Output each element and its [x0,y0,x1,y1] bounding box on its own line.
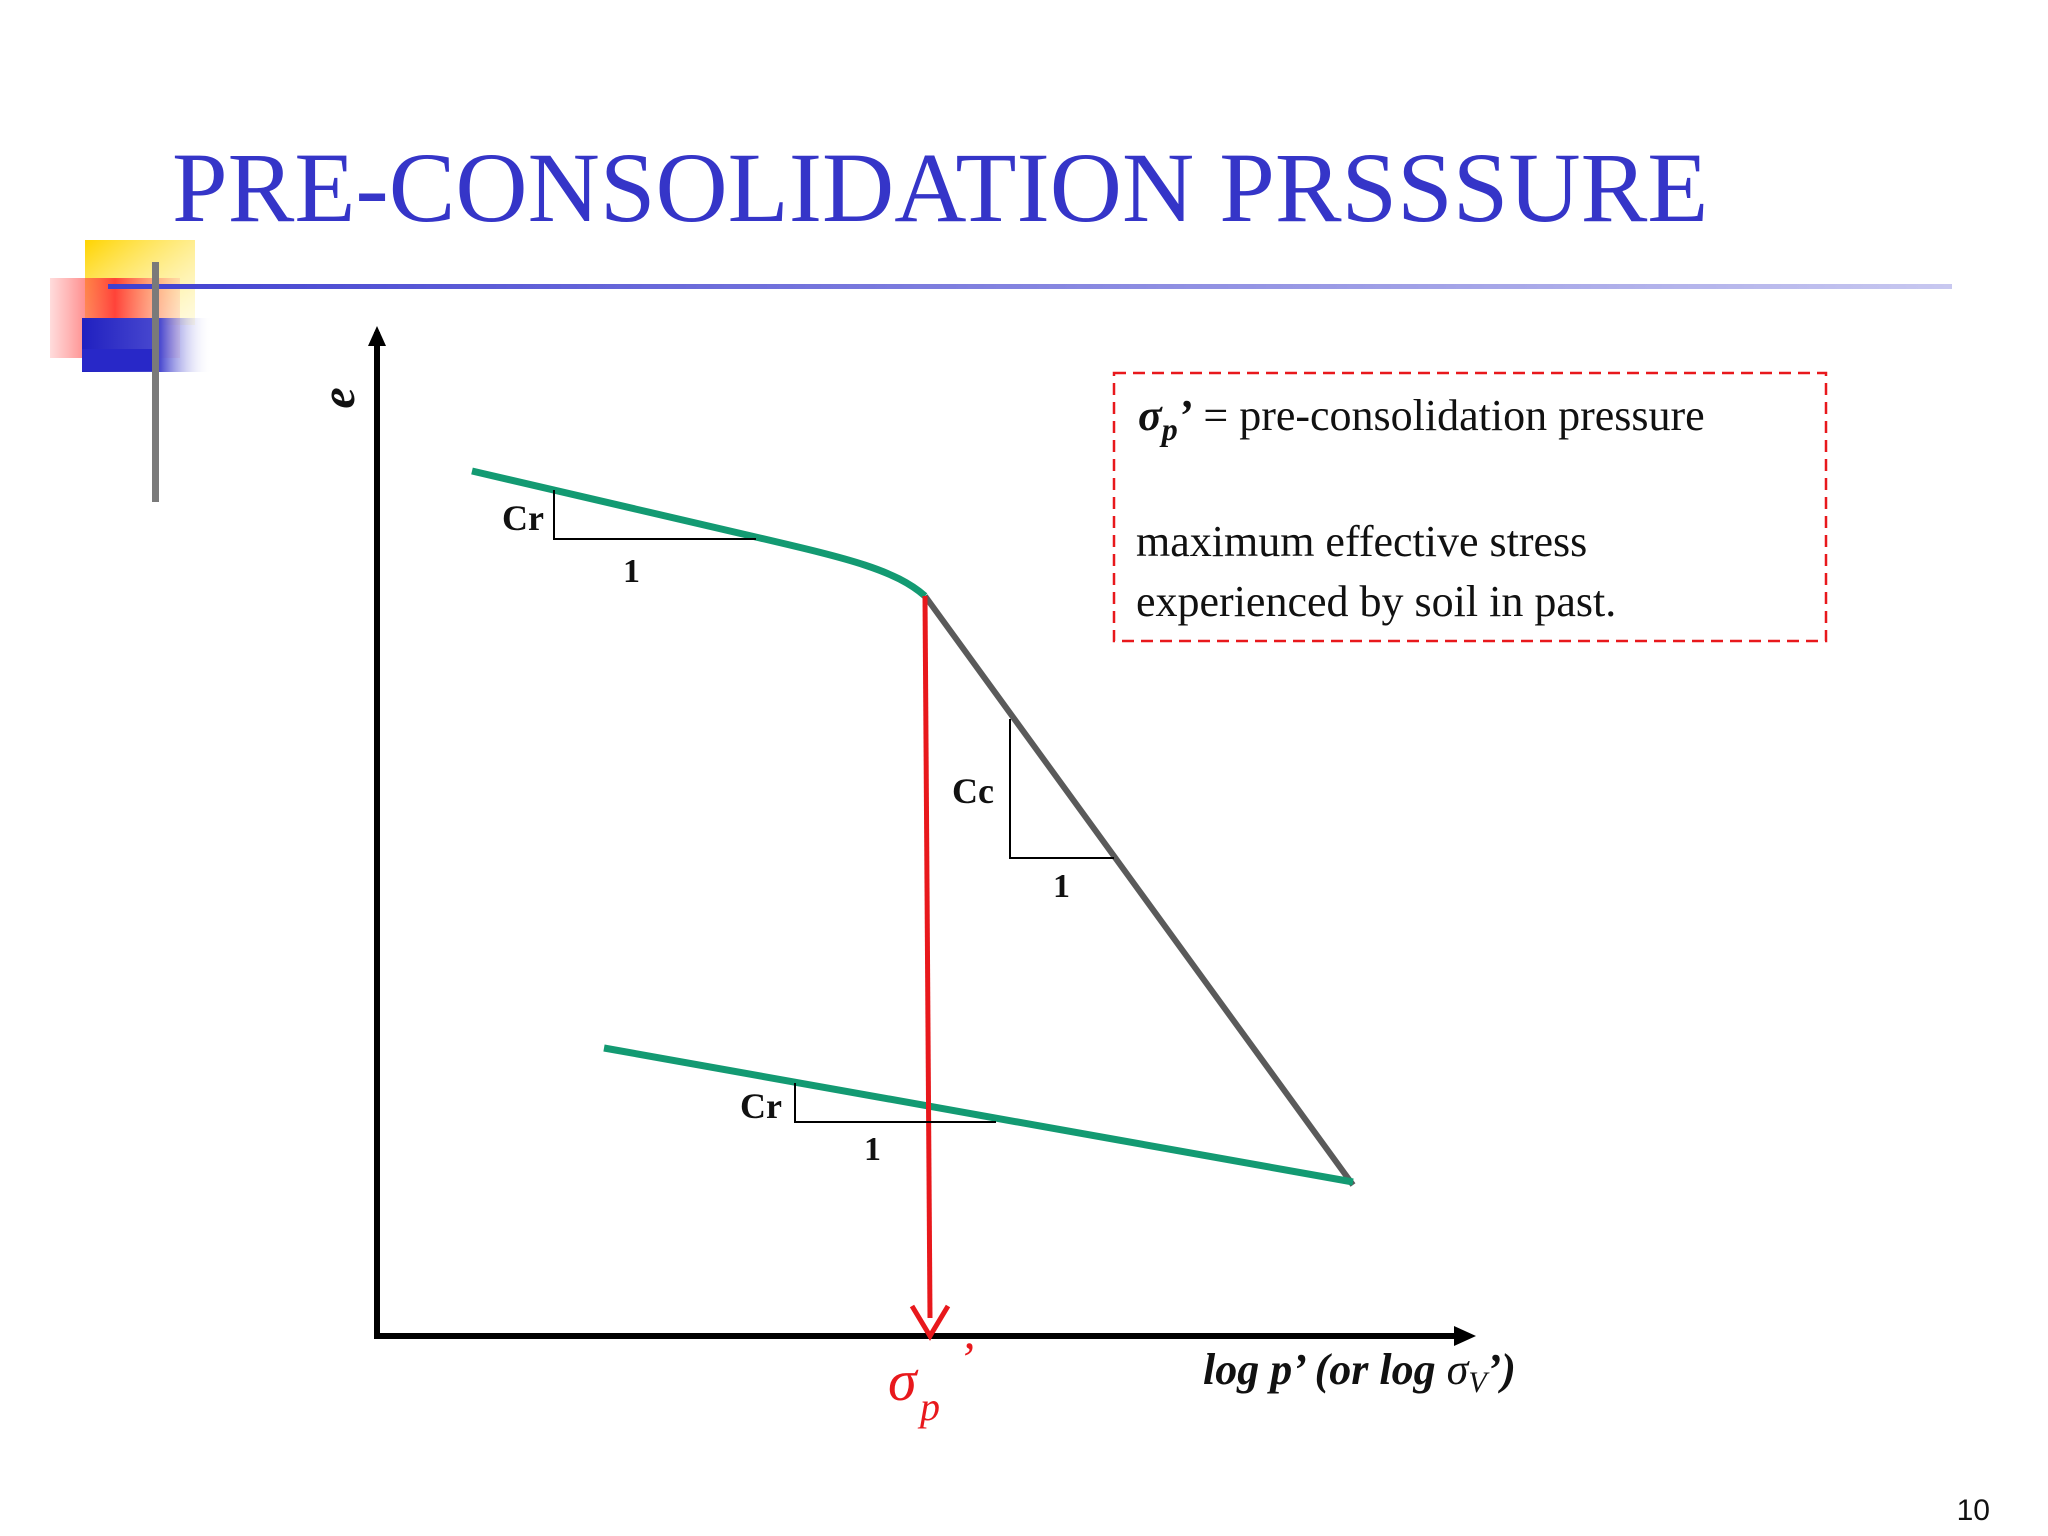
preconsolidation-arrow-line [922,595,933,1319]
y-axis-arrowhead [368,326,386,346]
recompression-curve-upper [471,467,928,599]
legend-sub: p [1159,411,1178,447]
slope-triangle-cc [1009,719,1114,859]
legend-sigma: σ [1138,391,1163,440]
legend-line-1: maximum effective stress [1136,517,1587,566]
x-axis-label-suffix: ’) [1487,1345,1516,1394]
legend-line-2: experienced by soil in past. [1136,577,1616,626]
x-axis-arrowhead [1454,1326,1476,1346]
slope-triangle-upper [553,490,756,540]
legend-prime: ’ [1178,391,1193,440]
y-axis-label: e [312,387,365,408]
slope-upper-run-label: 1 [623,553,640,590]
marker-sub: p [917,1384,940,1429]
slope-lower-cr-label: Cr [740,1086,782,1126]
preconsolidation-marker: σ p ’ [888,1333,974,1429]
x-axis-label: log p’ (or log σV’) [1203,1345,1516,1399]
legend-definition: = pre-consolidation pressure [1192,391,1704,440]
page-number: 10 [1956,1494,1990,1527]
slope-lower-run-label: 1 [864,1131,881,1168]
ornament-gray-bar [152,262,159,502]
recompression-line-lower [603,1044,1354,1186]
legend-box [1112,371,1828,643]
slope-triangle-lower [794,1083,996,1123]
preconsolidation-arrowhead [909,1304,951,1341]
title-rule [108,284,1952,289]
virgin-compression-line [922,594,1356,1187]
marker-sigma: σ [888,1348,919,1413]
x-axis-label-prefix: log p’ (or log [1203,1345,1447,1394]
slide-title: PRE-CONSOLIDATION PRSSSURE [172,132,1709,243]
slope-cc-label: Cc [952,771,994,811]
x-axis-label-sub: V [1468,1366,1490,1399]
x-axis-label-sigma: σ [1447,1345,1471,1394]
slope-upper-cr-label: Cr [502,498,544,538]
slope-cc-run-label: 1 [1053,868,1070,905]
legend-definition-line: σp’ = pre-consolidation pressure [1138,391,1705,447]
marker-prime: ’ [958,1333,974,1386]
ornament-blue-bar [82,349,152,371]
